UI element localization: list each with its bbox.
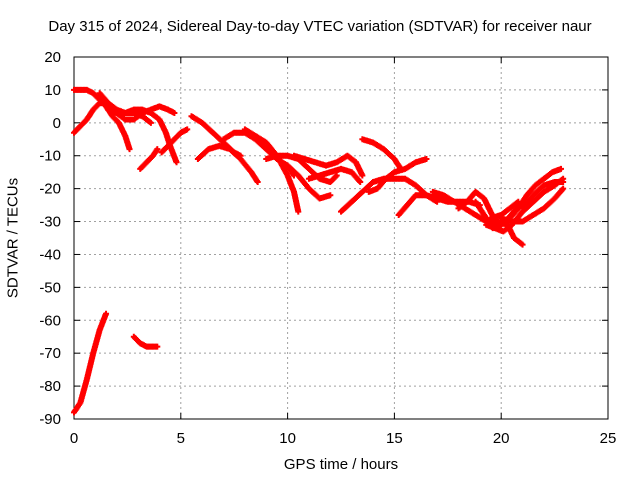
data-point xyxy=(423,156,430,163)
y-tick-label: -70 xyxy=(39,345,61,362)
y-tick-label: 20 xyxy=(44,49,61,66)
series-arc-f xyxy=(158,126,191,156)
data-point xyxy=(357,179,364,186)
y-tick-label: -20 xyxy=(39,181,61,198)
data-point xyxy=(254,179,261,186)
data-point xyxy=(515,198,522,205)
series-arc-e xyxy=(137,146,161,172)
data-point xyxy=(558,165,565,172)
x-tick-label: 0 xyxy=(70,430,78,447)
y-tick-label: -80 xyxy=(39,378,61,395)
y-tick-label: -50 xyxy=(39,279,61,296)
y-tick-label: 10 xyxy=(44,82,61,99)
x-tick-label: 15 xyxy=(386,430,403,447)
tick-layer: 0 5 10 15 20 25 -90 -80 -70 -60 -50 -40 -30 -20 -10 0 10… xyxy=(39,49,616,447)
series-arc-q xyxy=(365,156,430,195)
series-arc-x xyxy=(487,198,522,222)
series-arc-j xyxy=(241,126,302,215)
plot-frame xyxy=(73,56,609,420)
series-arc-c xyxy=(96,90,178,123)
y-tick-label: -60 xyxy=(39,312,61,329)
data-point xyxy=(519,241,526,248)
series-arc-l xyxy=(284,162,334,202)
data-point xyxy=(126,146,133,153)
data-point xyxy=(359,172,366,179)
data-layer xyxy=(71,86,567,416)
data-point xyxy=(184,126,191,133)
series-arc-n xyxy=(305,165,364,186)
x-tick-label: 10 xyxy=(279,430,296,447)
y-tick-label: -90 xyxy=(39,411,61,428)
y-tick-label: 0 xyxy=(53,115,61,132)
data-point xyxy=(560,185,567,192)
data-point xyxy=(171,109,178,116)
x-tick-label: 20 xyxy=(493,430,510,447)
data-point xyxy=(333,172,340,179)
y-tick-label: -10 xyxy=(39,148,61,165)
x-tick-label: 5 xyxy=(177,430,185,447)
data-point xyxy=(560,179,567,186)
x-axis-label: GPS time / hours xyxy=(283,456,399,473)
series-arc-h xyxy=(194,142,261,186)
series-arc-b xyxy=(71,86,133,153)
chart-title: Day 315 of 2024, Sidereal Day-to-day VTE… xyxy=(48,18,592,35)
data-point xyxy=(154,343,161,350)
series-arc-w xyxy=(498,185,567,225)
x-tick-label: 25 xyxy=(600,430,617,447)
data-point xyxy=(147,119,154,126)
series-arc-d xyxy=(105,106,180,166)
series-arc-z xyxy=(71,310,110,416)
series-arc-r xyxy=(395,192,483,218)
y-tick-label: -40 xyxy=(39,246,61,263)
y-tick-label: -30 xyxy=(39,214,61,231)
series-arc-m xyxy=(291,152,366,179)
series-arc-y xyxy=(519,179,567,212)
series-arc-aa xyxy=(130,333,161,350)
data-point xyxy=(103,310,110,317)
series-arc-p xyxy=(359,136,404,172)
data-point xyxy=(154,146,161,153)
data-point xyxy=(173,159,180,166)
data-point xyxy=(295,208,302,215)
data-point xyxy=(327,192,334,199)
